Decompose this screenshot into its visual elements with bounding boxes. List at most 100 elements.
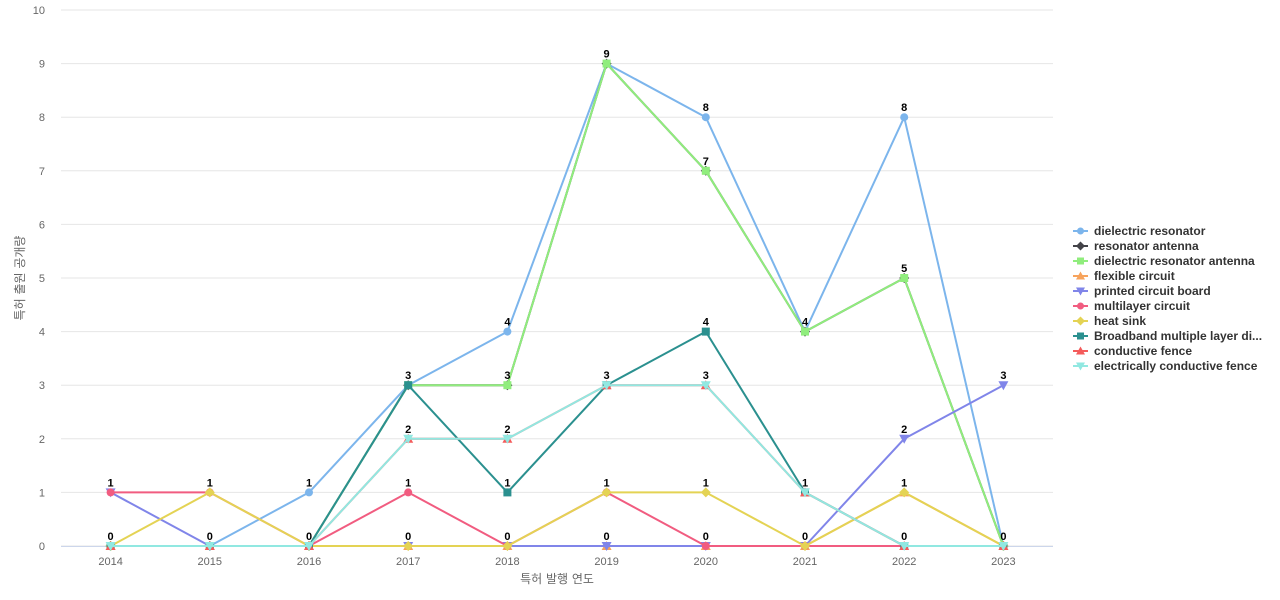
data-label: 1 <box>504 477 510 489</box>
data-point[interactable] <box>900 113 909 122</box>
x-tick-label: 2018 <box>495 556 519 568</box>
data-point[interactable] <box>204 487 215 498</box>
data-label: 0 <box>405 531 411 543</box>
data-label: 3 <box>1000 370 1006 382</box>
legend-item-multilayer-circuit[interactable]: multilayer circuit <box>1073 299 1190 313</box>
series-line-dielectric-resonator[interactable] <box>110 62 1005 547</box>
legend-item-electrically-conductive-fence[interactable]: electrically conductive fence <box>1073 359 1258 373</box>
y-tick-label: 5 <box>39 273 45 285</box>
data-label: 1 <box>604 477 610 489</box>
legend-item-dielectric-resonator-antenna[interactable]: dielectric resonator antenna <box>1073 254 1255 268</box>
legend-label: conductive fence <box>1094 344 1192 358</box>
series-line-conductive-fence[interactable] <box>110 384 1004 547</box>
data-label: 0 <box>1000 531 1006 543</box>
data-point[interactable] <box>998 381 1009 391</box>
legend-item-printed-circuit-board[interactable]: printed circuit board <box>1073 284 1211 298</box>
series-line-electrically-conductive-fence[interactable] <box>110 384 1004 547</box>
data-label: 5 <box>901 263 907 275</box>
data-point[interactable] <box>801 327 809 336</box>
data-point[interactable] <box>899 487 910 498</box>
data-point[interactable] <box>800 488 810 498</box>
data-point[interactable] <box>899 434 910 444</box>
legend-label: flexible circuit <box>1094 269 1175 283</box>
gridlines <box>61 9 1053 547</box>
data-point[interactable] <box>899 542 910 551</box>
data-point[interactable] <box>601 542 612 551</box>
series-line-dielectric-resonator-antenna[interactable] <box>110 62 1005 547</box>
legend-item-resonator-antenna[interactable]: resonator antenna <box>1073 239 1199 253</box>
y-tick-label: 10 <box>33 5 45 17</box>
x-tick-label: 2016 <box>297 556 321 568</box>
data-label: 1 <box>802 477 808 489</box>
data-point[interactable] <box>701 542 710 550</box>
data-point[interactable] <box>701 113 710 122</box>
data-point[interactable] <box>900 274 909 282</box>
data-point[interactable] <box>601 487 612 498</box>
data-label: 3 <box>604 370 610 382</box>
data-point[interactable] <box>503 488 512 497</box>
data-point[interactable] <box>204 542 215 551</box>
data-label: 1 <box>901 477 907 489</box>
data-point[interactable] <box>502 541 513 551</box>
y-tick-label: 6 <box>39 219 45 231</box>
data-point[interactable] <box>601 381 612 391</box>
data-point[interactable] <box>404 488 413 497</box>
series-dielectric-resonator <box>106 59 1008 550</box>
data-label: 0 <box>108 531 114 543</box>
data-point[interactable] <box>503 327 512 336</box>
series-line-printed-circuit-board[interactable] <box>110 384 1004 547</box>
legend-label: dielectric resonator antenna <box>1094 254 1255 268</box>
data-labels: 1 0 1 0 1 0 3 2 1 0 4 3 2 1 0 9 3 1 0 8 7 4 3 1 0 4 1 0 8 5 2 1 0 3 0 <box>108 49 1007 543</box>
legend-item-broadband-multiple-layer-di[interactable]: Broadband multiple layer di... <box>1073 329 1262 343</box>
legend-item-flexible-circuit[interactable]: flexible circuit <box>1073 269 1175 283</box>
data-label: 1 <box>207 477 213 489</box>
y-tick-label: 0 <box>39 541 45 553</box>
data-point[interactable] <box>403 434 414 444</box>
data-point[interactable] <box>304 542 314 551</box>
data-label: 8 <box>901 102 907 114</box>
y-tick-label: 3 <box>39 380 45 392</box>
data-label: 4 <box>802 317 809 329</box>
data-point[interactable] <box>106 488 115 497</box>
data-point[interactable] <box>503 381 512 390</box>
data-point[interactable] <box>105 542 116 551</box>
data-point[interactable] <box>700 487 711 498</box>
y-axis-title: 특허 출원 공개량 <box>13 236 27 321</box>
data-point[interactable] <box>602 59 611 68</box>
x-tick-label: 2019 <box>594 556 618 568</box>
data-point[interactable] <box>701 166 710 175</box>
series-dielectric-resonator-antenna <box>106 59 1008 550</box>
legend-item-heat-sink[interactable]: heat sink <box>1073 314 1146 328</box>
data-label: 0 <box>802 531 808 543</box>
data-label: 2 <box>405 424 411 436</box>
legend-marker <box>1076 287 1085 296</box>
data-label: 1 <box>108 477 114 489</box>
legend-marker <box>1076 316 1085 326</box>
data-point[interactable] <box>701 327 710 336</box>
data-point[interactable] <box>502 434 513 444</box>
y-tick-label: 4 <box>39 327 45 339</box>
data-label: 8 <box>703 102 709 114</box>
legend-label: dielectric resonator <box>1094 224 1206 238</box>
x-tick-label: 2021 <box>793 556 817 568</box>
data-point[interactable] <box>305 488 313 497</box>
legend-label: multilayer circuit <box>1094 299 1190 313</box>
legend-marker <box>1076 241 1085 251</box>
legend-item-dielectric-resonator[interactable]: dielectric resonator <box>1073 224 1206 238</box>
series-line-heat-sink[interactable] <box>110 491 1004 547</box>
data-point[interactable] <box>403 541 414 551</box>
data-point[interactable] <box>404 381 413 390</box>
y-tick-label: 9 <box>39 59 45 71</box>
data-point[interactable] <box>800 541 810 551</box>
data-label: 0 <box>306 531 312 543</box>
x-tick-label: 2014 <box>98 556 122 568</box>
x-tick-label: 2022 <box>892 556 916 568</box>
data-label: 3 <box>504 370 510 382</box>
legend-item-conductive-fence[interactable]: conductive fence <box>1073 344 1192 358</box>
series-line-resonator-antenna[interactable] <box>110 62 1005 547</box>
data-point[interactable] <box>700 381 711 391</box>
data-point[interactable] <box>998 542 1009 551</box>
